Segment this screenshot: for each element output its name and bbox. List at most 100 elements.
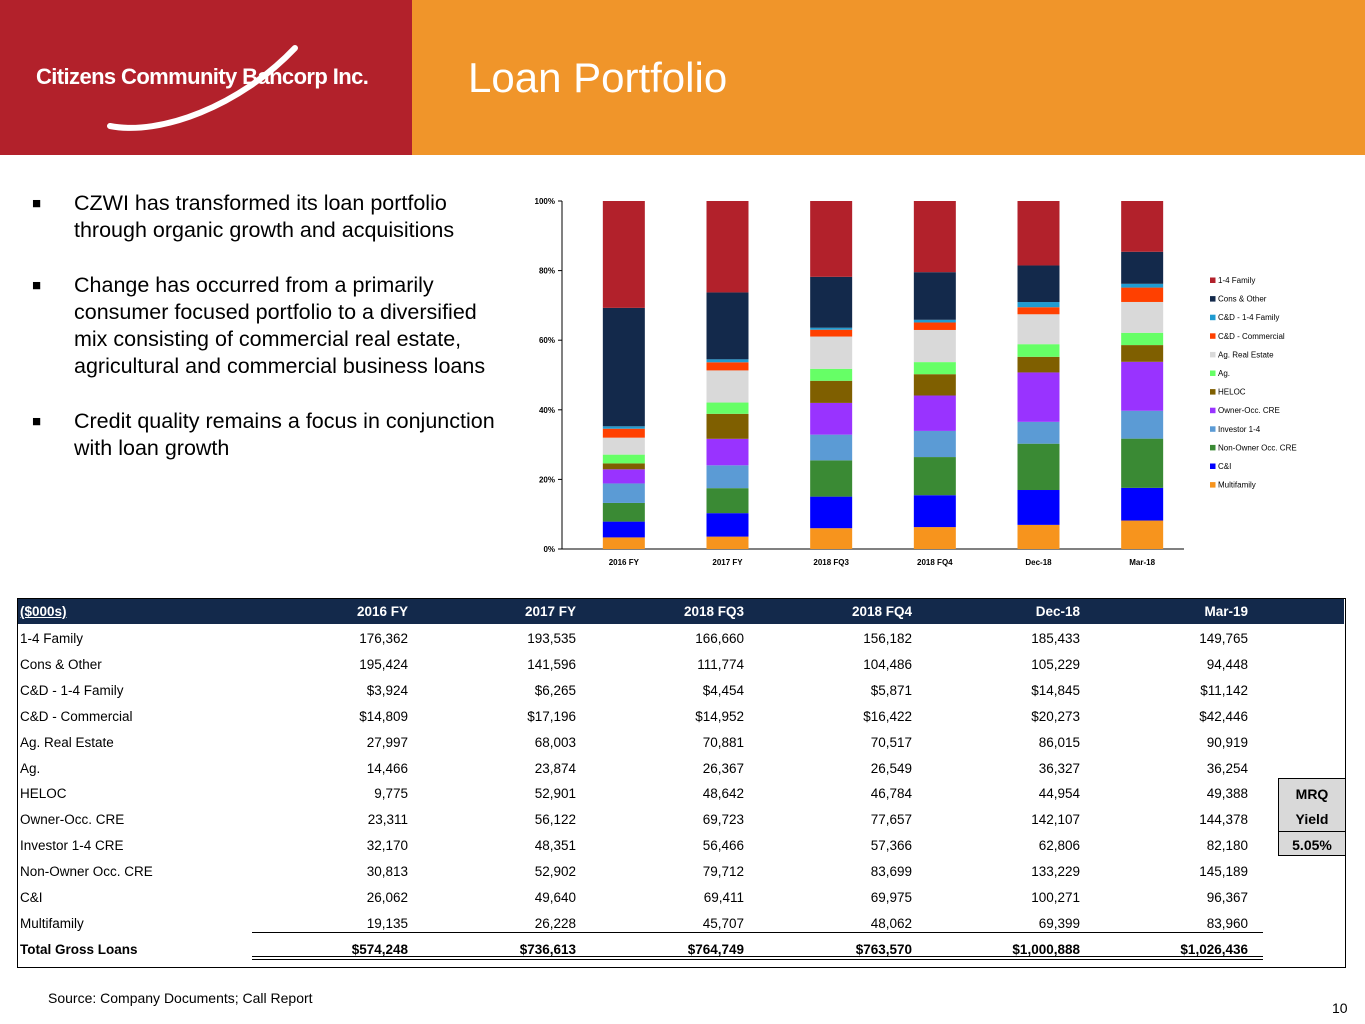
legend-label: Cons & Other: [1218, 295, 1267, 304]
table-cell: 26,062: [366, 890, 408, 905]
table-cell: $42,446: [1199, 708, 1248, 724]
bar-segment-heloc: [602, 463, 645, 470]
table-cell: 45,707: [702, 915, 744, 931]
bar-segment-heloc: [810, 380, 853, 403]
bar-segment-1-4-family: [1017, 201, 1060, 266]
total-rule: [252, 932, 1263, 933]
table-cell: 68,003: [534, 734, 576, 750]
total-cell: $574,248: [351, 941, 408, 957]
table-header-col: Mar-19: [1204, 604, 1248, 619]
table-cell: 27,997: [366, 734, 408, 750]
table-cell: 195,424: [359, 656, 408, 672]
legend-label: Multifamily: [1218, 481, 1256, 490]
bar-segment-owner-occ-cre: [1017, 372, 1060, 422]
table-cell: 44,954: [1038, 786, 1080, 802]
table-cell: 79,712: [702, 864, 744, 880]
page-number: 10: [1332, 1000, 1348, 1016]
bar-segment-investor-1-4: [810, 434, 853, 461]
table-cell: $17,196: [527, 708, 576, 724]
y-tick-label: 100%: [535, 197, 555, 206]
table-header-col: 2017 FY: [524, 604, 576, 619]
row-label: C&D - 1-4 Family: [20, 682, 124, 698]
table-cell: $16,422: [863, 708, 912, 724]
bar-segment-1-4-family: [913, 201, 956, 273]
x-tick-label: Mar-18: [1129, 558, 1155, 567]
table-cell: 56,122: [534, 812, 576, 828]
table-cell: 86,015: [1038, 734, 1080, 750]
table-cell: 30,813: [366, 864, 408, 880]
table-cell: 156,182: [863, 631, 912, 646]
table-cell: 142,107: [1031, 812, 1080, 828]
bar-segment-c-d-commercial: [1121, 287, 1164, 302]
bullet-item: ■ Credit quality remains a focus in conju…: [30, 408, 500, 462]
title-banner: Loan Portfolio: [412, 0, 1365, 155]
table-cell: $3,924: [366, 682, 408, 698]
legend-label: C&D - Commercial: [1218, 332, 1285, 341]
bar-segment-c-i: [1017, 490, 1060, 525]
bar-segment-cons-other: [1017, 265, 1060, 303]
x-tick-label: 2018 FQ4: [917, 558, 953, 567]
y-tick-label: 40%: [539, 406, 555, 415]
bar-segment-ag-real-estate: [602, 437, 645, 455]
table-cell: 144,378: [1199, 812, 1248, 828]
table-cell: 83,960: [1206, 915, 1248, 931]
bar-segment-investor-1-4: [1121, 410, 1164, 439]
legend-swatch: [1210, 314, 1216, 321]
bar-segment-owner-occ-cre: [810, 402, 853, 435]
row-label: Ag.: [20, 760, 41, 776]
bar-segment-ag-: [1017, 344, 1060, 357]
bullet-text: Credit quality remains a focus in conjun…: [74, 409, 495, 460]
table-cell: 105,229: [1031, 656, 1080, 672]
table-cell: 133,229: [1031, 864, 1080, 880]
legend-label: Investor 1-4: [1218, 425, 1261, 434]
table-cell: 100,271: [1031, 890, 1080, 905]
table-cell: 176,362: [359, 631, 408, 646]
table-cell: $4,454: [702, 682, 744, 698]
mrq-divider: [1279, 831, 1345, 832]
table-cell: 52,902: [534, 864, 576, 880]
table-row: C&I 26,062 49,640 69,411 69,975 100,271 96,367: [18, 885, 1344, 911]
table-header-col: 2018 FQ4: [851, 604, 912, 619]
legend-swatch: [1210, 463, 1216, 469]
table-cell: 9,775: [374, 786, 408, 802]
bar-segment-heloc: [1121, 345, 1164, 362]
bar-segment-c-d-1-4-family: [1121, 283, 1164, 288]
page-title: Loan Portfolio: [468, 54, 728, 101]
legend-swatch: [1210, 407, 1216, 414]
table-cell: 94,448: [1206, 656, 1248, 672]
bar-segment-multifamily: [1121, 520, 1164, 549]
mrq-yield-value: 5.05%: [1292, 837, 1332, 853]
table-cell: 49,640: [534, 890, 576, 905]
table-cell: 185,433: [1031, 631, 1080, 646]
table-cell: 26,549: [870, 760, 912, 776]
table-cell: 57,366: [870, 838, 912, 854]
row-label: Investor 1-4 CRE: [20, 838, 124, 854]
bar-segment-heloc: [1017, 356, 1060, 373]
legend-swatch: [1210, 444, 1216, 451]
total-cell: $764,749: [687, 941, 744, 957]
table-cell: 62,806: [1038, 838, 1080, 854]
mrq-label: MRQ: [1295, 786, 1329, 802]
row-label: C&I: [20, 890, 43, 905]
table-cell: $14,809: [359, 708, 408, 724]
bar-segment-c-i: [810, 496, 853, 529]
table-cell: 141,596: [527, 656, 576, 672]
mrq-yield-label: Yield: [1295, 811, 1329, 827]
legend-label: Ag. Real Estate: [1218, 350, 1274, 359]
row-label: C&D - Commercial: [20, 708, 133, 724]
bar-segment-c-d-1-4-family: [913, 319, 956, 323]
bar-segment-1-4-family: [810, 201, 853, 277]
bar-segment-owner-occ-cre: [1121, 361, 1164, 411]
legend-swatch: [1210, 389, 1216, 395]
table-row: C&D - 1-4 Family $3,924 $6,265 $4,454 $5,871…: [18, 678, 1344, 704]
table-cell: 36,254: [1206, 760, 1248, 776]
bar-segment-ag-real-estate: [706, 370, 749, 403]
source-note: Source: Company Documents; Call Report: [48, 990, 313, 1006]
table-cell: 56,466: [702, 838, 744, 854]
bar-segment-non-owner-occ-cre: [913, 457, 956, 496]
total-row: Total Gross Loans $574,248 $736,613 $764,74…: [18, 937, 1344, 963]
loan-table: ($000s) 2016 FY 2017 FY 2018 FQ3 2018 FQ…: [17, 598, 1346, 968]
row-label: Multifamily: [20, 915, 84, 931]
mrq-yield-box: MRQ Yield 5.05%: [1278, 778, 1346, 856]
bar-segment-investor-1-4: [602, 483, 645, 503]
